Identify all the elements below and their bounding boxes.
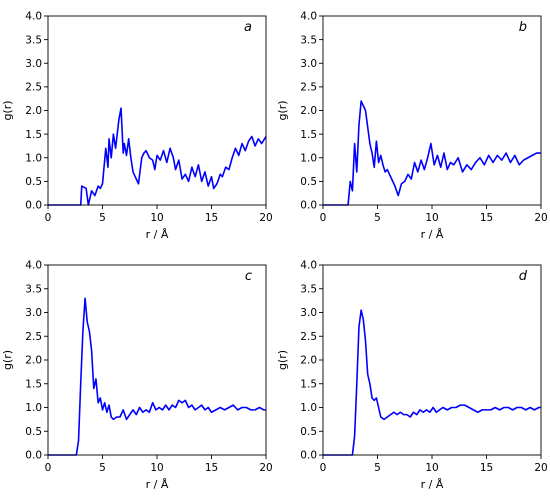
y-axis-label: g(r): [276, 350, 289, 370]
y-tick-label: 0.5: [25, 426, 42, 438]
x-tick-label: 5: [374, 462, 381, 474]
y-tick-label: 3.0: [25, 307, 42, 319]
y-tick-label: 2.0: [300, 105, 317, 117]
chart-panel-a: 0 5 10 15 20 0.0 0.5 1.0 1.5 2.0 2.5 3.0 3.5 4.0 r / Å…: [1, 11, 273, 241]
x-tick-label: 20: [534, 462, 547, 474]
y-tick-label: 3.5: [25, 283, 42, 295]
y-tick-label: 2.5: [300, 331, 317, 343]
panel-letter: c: [245, 269, 252, 284]
plot-frame: [322, 15, 542, 206]
x-tick-label: 10: [150, 462, 163, 474]
series-line: [323, 309, 541, 456]
y-tick-label: 4.0: [300, 260, 317, 272]
panel-letter: d: [519, 269, 528, 284]
y-tick-label: 0.0: [300, 200, 317, 212]
x-tick-label: 0: [45, 462, 52, 474]
x-axis-label: r / Å: [421, 228, 444, 241]
x-axis-label: r / Å: [421, 478, 444, 491]
x-tick-label: 5: [99, 212, 106, 224]
chart-panel-d: 0 5 10 15 20 0.0 0.5 1.0 1.5 2.0 2.5 3.0 3.5 4.0 r / Å…: [276, 260, 548, 491]
series-line: [48, 297, 266, 456]
x-tick-label: 10: [425, 462, 438, 474]
panel-letter: b: [519, 20, 527, 35]
y-tick-label: 0.5: [300, 176, 317, 188]
panel-letter: a: [244, 20, 252, 35]
x-tick-label: 15: [205, 212, 218, 224]
y-tick-label: 2.0: [25, 355, 42, 367]
x-tick-label: 10: [425, 212, 438, 224]
y-axis-label: g(r): [276, 100, 289, 120]
y-tick-label: 0.0: [25, 200, 42, 212]
x-tick-label: 5: [99, 462, 106, 474]
y-tick-label: 1.5: [25, 129, 42, 141]
y-tick-label: 0.5: [25, 176, 42, 188]
series-line: [323, 100, 541, 206]
y-tick-label: 4.0: [25, 11, 42, 23]
y-tick-label: 2.0: [25, 105, 42, 117]
y-tick-label: 2.5: [25, 82, 42, 94]
x-tick-label: 5: [374, 212, 381, 224]
x-tick-label: 20: [534, 212, 547, 224]
plot-frame: [47, 264, 267, 456]
y-tick-label: 1.0: [25, 152, 42, 164]
x-axis-label: r / Å: [146, 478, 169, 491]
y-tick-label: 1.5: [300, 129, 317, 141]
y-tick-label: 1.0: [25, 402, 42, 414]
y-tick-label: 2.5: [300, 82, 317, 94]
y-tick-label: 1.0: [300, 402, 317, 414]
y-tick-label: 3.0: [25, 58, 42, 70]
x-tick-label: 20: [259, 212, 272, 224]
y-tick-label: 3.5: [25, 34, 42, 46]
x-tick-label: 15: [205, 462, 218, 474]
y-tick-label: 2.0: [300, 355, 317, 367]
y-tick-label: 0.0: [25, 450, 42, 462]
y-tick-label: 3.0: [300, 307, 317, 319]
chart-panel-b: 0 5 10 15 20 0.0 0.5 1.0 1.5 2.0 2.5 3.0 3.5 4.0 r / Å…: [276, 11, 548, 241]
y-tick-label: 0.0: [300, 450, 317, 462]
y-axis-label: g(r): [1, 100, 14, 120]
y-tick-label: 1.5: [25, 378, 42, 390]
x-tick-label: 10: [150, 212, 163, 224]
y-tick-label: 3.5: [300, 34, 317, 46]
plot-frame: [47, 15, 267, 206]
x-tick-label: 0: [320, 462, 327, 474]
x-tick-label: 15: [480, 212, 493, 224]
y-tick-label: 1.5: [300, 378, 317, 390]
x-axis-label: r / Å: [146, 228, 169, 241]
x-tick-label: 20: [259, 462, 272, 474]
x-tick-label: 0: [45, 212, 52, 224]
y-tick-label: 3.5: [300, 283, 317, 295]
y-tick-label: 4.0: [300, 11, 317, 23]
x-tick-label: 15: [480, 462, 493, 474]
y-tick-label: 3.0: [300, 58, 317, 70]
y-tick-label: 0.5: [300, 426, 317, 438]
x-tick-label: 0: [320, 212, 327, 224]
chart-panel-c: 0 5 10 15 20 0.0 0.5 1.0 1.5 2.0 2.5 3.0 3.5 4.0 r / Å…: [1, 260, 273, 491]
y-tick-label: 1.0: [300, 152, 317, 164]
y-axis-label: g(r): [1, 350, 14, 370]
y-tick-label: 4.0: [25, 260, 42, 272]
y-tick-label: 2.5: [25, 331, 42, 343]
series-line: [48, 107, 267, 206]
